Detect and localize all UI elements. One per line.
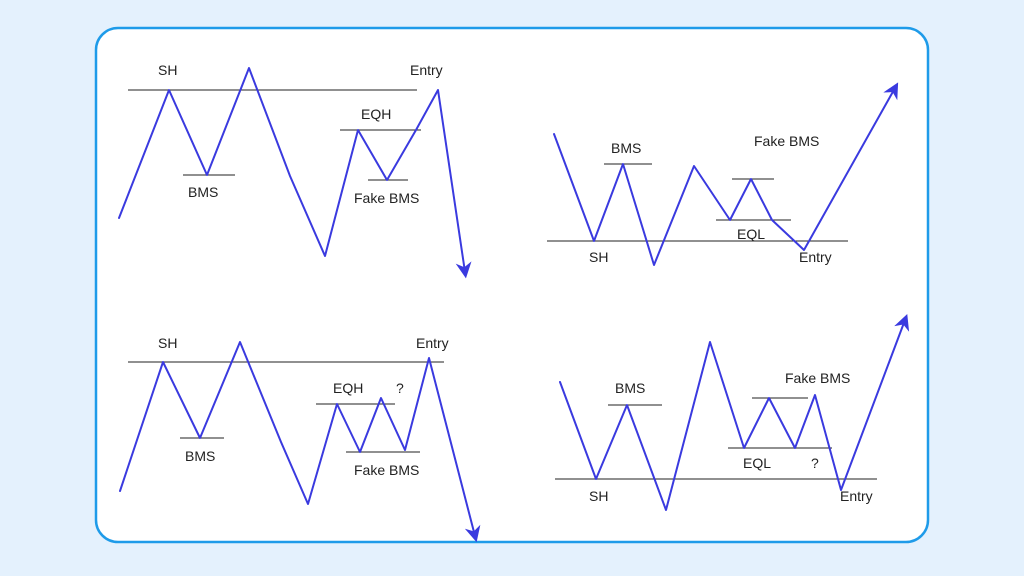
chart-svg bbox=[0, 0, 1024, 576]
stage: SHBMSEQHFake BMSEntrySHBMSEQHFake BMS?En… bbox=[0, 0, 1024, 576]
panel-frame bbox=[96, 28, 928, 542]
